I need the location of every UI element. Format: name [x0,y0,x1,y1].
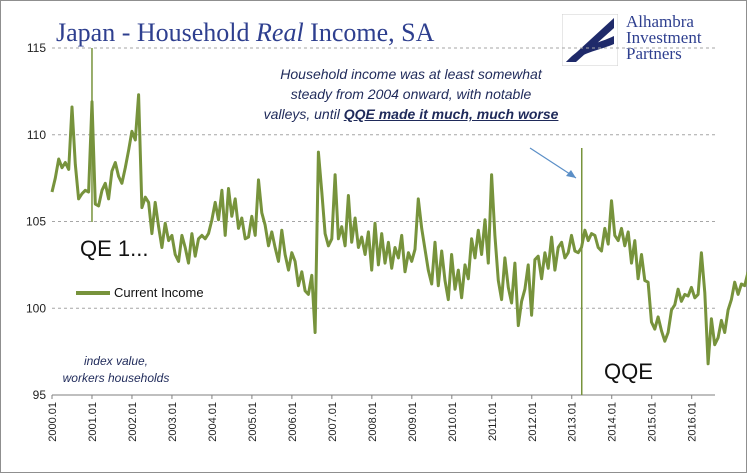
legend: Current Income [76,285,204,300]
annotation-emphasis: QQE made it much, much worse [343,106,559,122]
x-tick-label: 2001.01 [87,402,99,442]
x-tick-label: 2003.01 [167,402,179,442]
arrow-head-icon [566,170,576,178]
y-tick-label: 95 [33,388,47,402]
y-axis: 95 100 105 110 115 [26,41,46,402]
y-tick-label: 105 [26,215,46,229]
x-tick-label: 2006.01 [287,402,299,442]
logo-text: Alhambra Investment Partners [626,12,702,63]
footnote: index value, workers households [62,354,170,385]
x-tick-label: 2007.01 [327,402,339,442]
label-qqe: QQE [604,359,653,384]
x-tick-label: 2004.01 [207,402,219,442]
x-tick-label: 2010.01 [447,402,459,442]
x-tick-label: 2012.01 [527,402,539,442]
x-tick-label: 2005.01 [247,402,259,442]
x-axis: 2000.01 2001.01 2002.01 2003.01 2004.01 2005.… [47,395,699,442]
y-tick-label: 110 [27,128,46,142]
x-tick-label: 2002.01 [127,402,139,442]
legend-swatch [76,290,110,295]
company-logo: Alhambra Investment Partners [562,12,742,66]
annotation-arrow [529,147,577,179]
y-tick-label: 100 [26,301,46,315]
x-tick-label: 2016.01 [687,402,699,442]
annotation-text: Household income was at least somewhat s… [263,66,559,122]
x-tick-label: 2015.01 [647,402,659,442]
alhambra-logo-icon [562,14,618,66]
x-tick-label: 2000.01 [47,402,59,442]
y-tick-label: 115 [27,41,46,55]
x-tick-label: 2014.01 [607,402,619,442]
x-tick-label: 2009.01 [407,402,419,442]
gridlines [52,47,715,396]
chart-title: Japan - Household Real Income, SA [56,18,435,47]
legend-label: Current Income [114,285,204,300]
x-tick-label: 2011.01 [487,402,499,441]
title-emphasis: Real [256,18,304,47]
x-tick-label: 2008.01 [367,402,379,442]
label-qe1: QE 1... [80,236,149,261]
x-tick-label: 2013.01 [567,402,579,442]
series-line-current-income [50,93,747,366]
